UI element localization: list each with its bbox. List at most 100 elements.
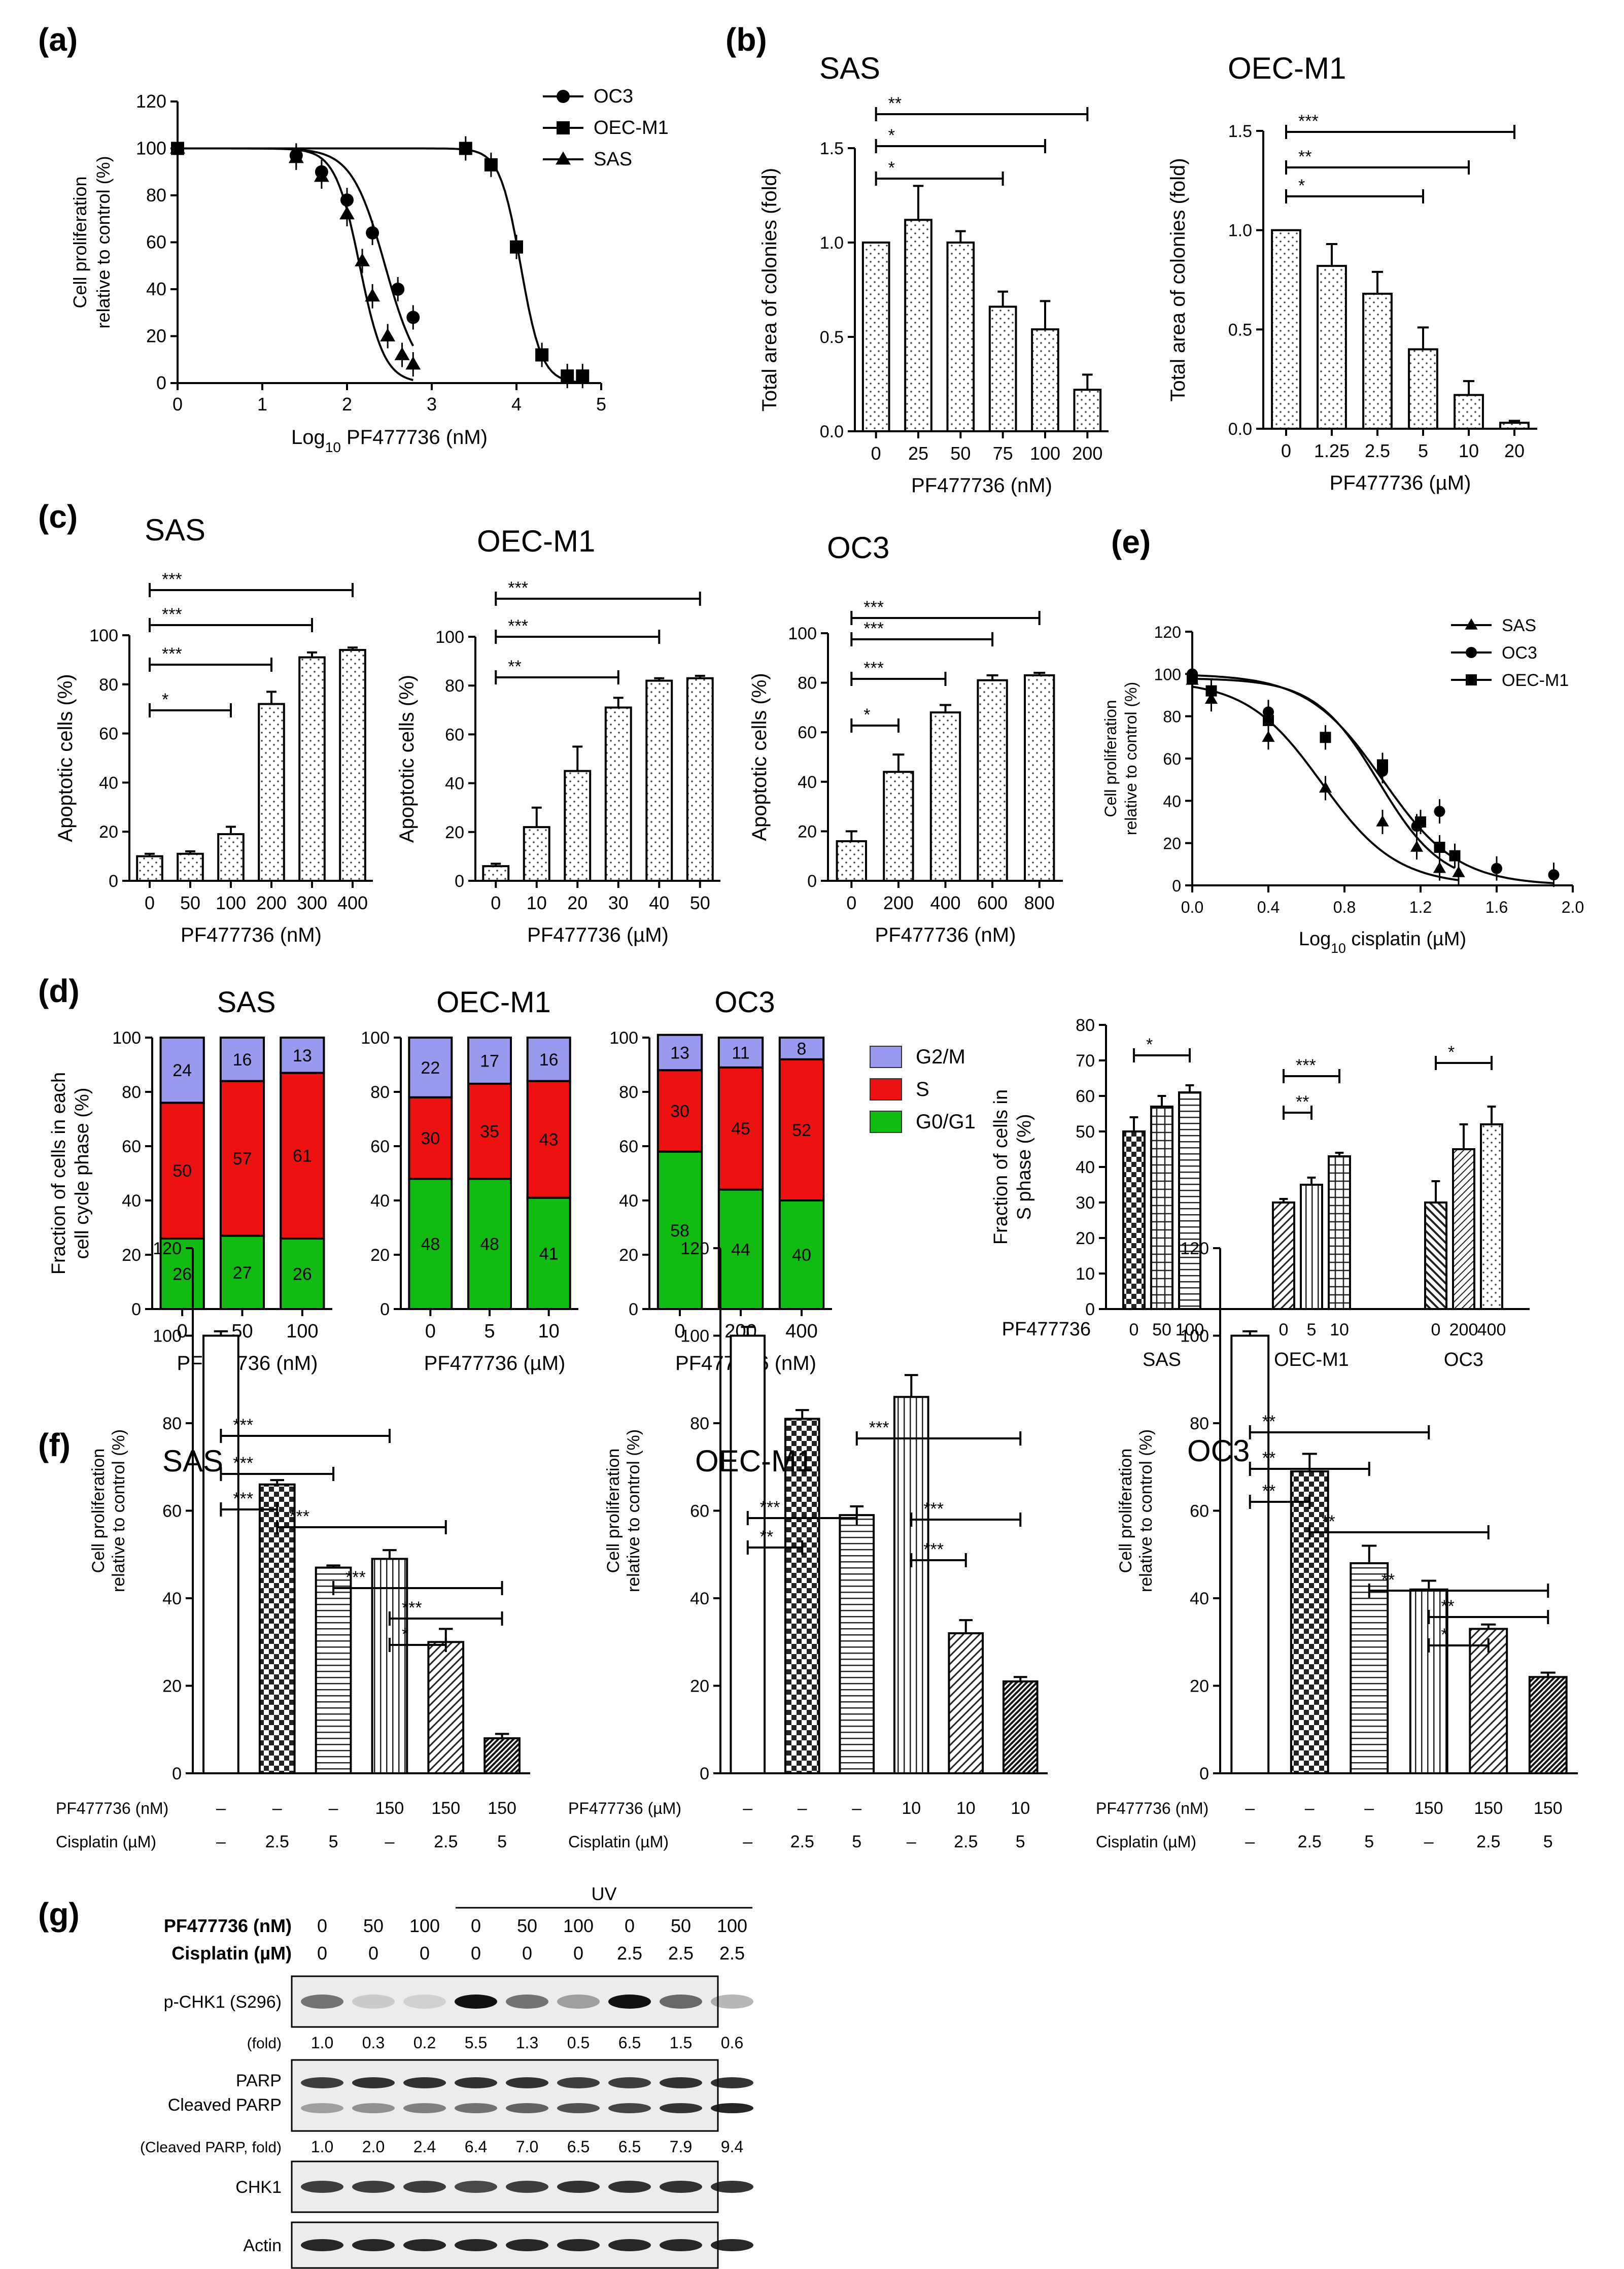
c2-bar xyxy=(604,706,632,882)
d3-ytick-label: 40 xyxy=(619,1191,638,1211)
c2-bar xyxy=(645,679,673,882)
d4-xtick-label: 100 xyxy=(1176,1320,1204,1339)
c1-bar xyxy=(177,852,204,882)
a-legend-label: OEC-M1 xyxy=(594,117,669,139)
a-y-axis-label: Cell proliferation xyxy=(70,176,90,308)
f3-y-axis-label: Cell proliferation xyxy=(1116,1449,1135,1573)
e-ytick-label: 100 xyxy=(1154,665,1181,683)
c1-sig-label: * xyxy=(162,690,168,709)
f1-sig-label: * xyxy=(402,1625,408,1644)
d1-ytick-label: 80 xyxy=(122,1083,141,1102)
a-point xyxy=(365,288,381,302)
f2-ytick-label: 80 xyxy=(690,1414,709,1433)
f1-y-axis-label: Cell proliferation xyxy=(89,1449,108,1573)
a-point xyxy=(535,348,549,362)
c3-bar xyxy=(929,711,961,882)
f3-pf-row-label: PF477736 (nM) xyxy=(1096,1799,1208,1817)
c1-ytick-label: 100 xyxy=(89,626,118,645)
c3-xtick-label: 200 xyxy=(883,892,914,913)
d2-segment-G0/G1 xyxy=(467,1178,512,1310)
e-legend-point xyxy=(1466,674,1477,685)
f1-pf-value: – xyxy=(329,1799,338,1818)
d3-segment-G2/M xyxy=(717,1037,764,1069)
b1-bar xyxy=(988,305,1017,432)
a-xtick-label: 0 xyxy=(172,394,183,415)
a-point xyxy=(355,253,370,266)
a-legend-label: OC3 xyxy=(594,86,633,107)
f1-pf-value: – xyxy=(216,1799,226,1818)
c1-xtick-label: 300 xyxy=(297,892,327,913)
d4-bar xyxy=(1452,1148,1475,1310)
d1-segment-G2/M xyxy=(159,1037,205,1104)
d4-ytick-label: 20 xyxy=(1076,1229,1095,1248)
d2-segment-S xyxy=(526,1080,571,1199)
blot-fold-value: 9.4 xyxy=(721,2138,743,2156)
blot-band xyxy=(352,2181,395,2193)
d2-segment-value: 41 xyxy=(539,1244,559,1263)
d3-segment-value: 40 xyxy=(792,1246,811,1265)
a-point xyxy=(380,328,396,341)
blot-band xyxy=(660,2077,702,2088)
d3-segment-S xyxy=(778,1058,825,1202)
c1-bar xyxy=(258,703,285,882)
f1-sig-label: *** xyxy=(233,1454,253,1473)
b1-ytick-label: 1.0 xyxy=(820,233,844,253)
blot-band xyxy=(352,1995,395,2009)
blot-uv-label: UV xyxy=(591,1883,616,1904)
b2-bar xyxy=(1271,229,1301,430)
c2-ytick-label: 60 xyxy=(445,725,464,744)
blot-pf-value: 100 xyxy=(717,1915,747,1936)
f1-cisplatin-value: 5 xyxy=(497,1832,507,1851)
f2-pf-value: 10 xyxy=(1011,1799,1030,1818)
a-xtick-label: 1 xyxy=(257,394,267,415)
blot-cisplatin-value: 0 xyxy=(471,1943,481,1964)
a-xtick-label: 2 xyxy=(342,394,352,415)
d3-legend-label: G0/G1 xyxy=(916,1111,976,1133)
d2-segment-G0/G1 xyxy=(526,1196,571,1310)
a-point xyxy=(288,150,304,163)
d4-bar xyxy=(1480,1123,1503,1310)
d3-legend-label: G2/M xyxy=(916,1046,965,1068)
f3-pf-value: 150 xyxy=(1534,1799,1563,1818)
d1-xtick-label: 100 xyxy=(286,1321,318,1342)
a-ytick-label: 120 xyxy=(136,91,166,112)
d2-segment-value: 17 xyxy=(480,1051,499,1071)
d1-segment-value: 57 xyxy=(233,1149,252,1168)
d3-title: OC3 xyxy=(714,986,775,1019)
d2-segment-value: 48 xyxy=(480,1235,499,1254)
f3-sig-label: ** xyxy=(1381,1570,1395,1590)
d1-segment-S xyxy=(159,1102,205,1240)
a-point xyxy=(510,240,523,254)
blot-cisplatin-value: 2.5 xyxy=(668,1943,694,1964)
f1-sig-label: *** xyxy=(345,1568,366,1587)
blot-fold-value: 1.0 xyxy=(311,2138,333,2156)
b1-sig-label: ** xyxy=(888,94,902,113)
d3-segment-value: 30 xyxy=(670,1102,689,1121)
d4-group-label: OC3 xyxy=(1444,1349,1483,1370)
blot-fold-value: 0.6 xyxy=(721,2034,743,2052)
a-point xyxy=(576,369,590,383)
b1-xtick-label: 0 xyxy=(871,443,881,464)
c2-sig-label: *** xyxy=(508,616,528,636)
blot-band xyxy=(352,2239,395,2251)
c3-sig-label: *** xyxy=(863,619,884,638)
blot-band-cleaved xyxy=(403,2103,446,2113)
b1-xtick-label: 75 xyxy=(993,443,1013,464)
blot-band xyxy=(660,1995,702,2009)
blot-row-label: PARP xyxy=(236,2071,282,2090)
e-point xyxy=(1410,840,1424,852)
d3-segment-value: 8 xyxy=(797,1039,807,1058)
f2-pf-value: – xyxy=(743,1799,752,1818)
d4-xtick-label: 10 xyxy=(1330,1320,1349,1339)
chart-c3: 0 20 40 60 80 100 0 200 400 600 800 OC3 PF477736 (nM… xyxy=(748,531,1063,946)
blot-cisplatin-value: 0 xyxy=(522,1943,532,1964)
f2-cisplatin-row-label: Cisplatin (µM) xyxy=(568,1833,669,1851)
f2-bar xyxy=(784,1418,820,1774)
f3-pf-value: – xyxy=(1305,1799,1315,1818)
d3-segment-G0/G1 xyxy=(717,1188,764,1311)
b2-bar xyxy=(1454,394,1484,430)
d4-ytick-label: 40 xyxy=(1076,1158,1095,1177)
d1-title: SAS xyxy=(217,986,275,1019)
f3-cisplatin-value: 2.5 xyxy=(1298,1832,1322,1851)
